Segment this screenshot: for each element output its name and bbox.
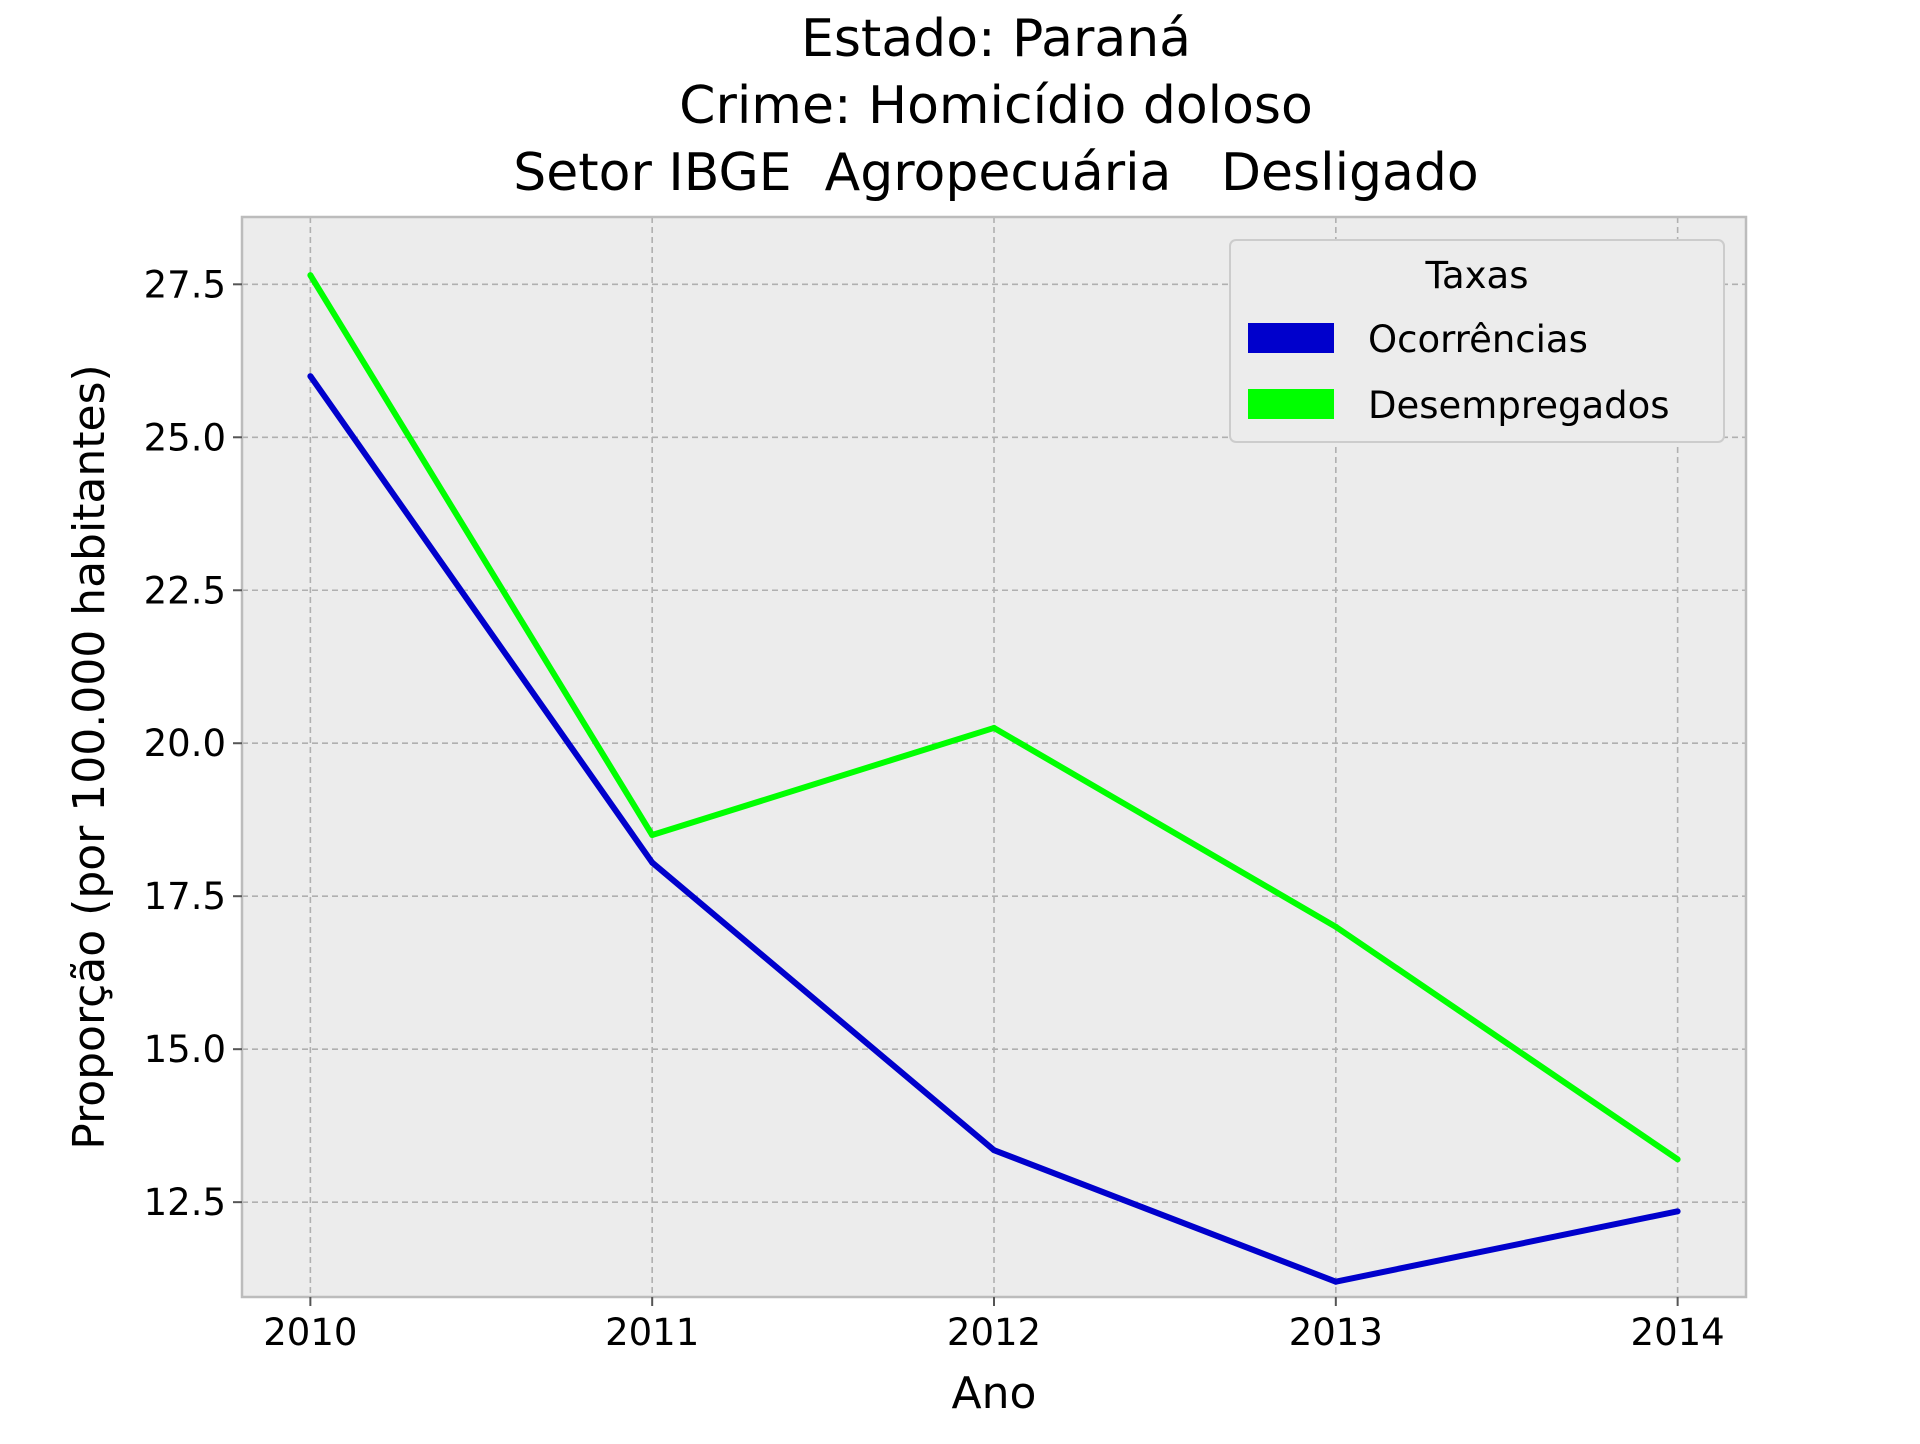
y-axis-label: Proporção (por 100.000 habitantes) [64, 364, 115, 1149]
x-tick-label: 2010 [263, 1311, 357, 1354]
x-tick-label: 2013 [1289, 1311, 1383, 1354]
legend-swatch-ocorrencias [1248, 323, 1334, 353]
x-tick-label: 2012 [947, 1311, 1041, 1354]
data-point-ocorrencias [1674, 1208, 1681, 1215]
x-tick-label: 2011 [605, 1311, 699, 1354]
legend-swatch-desempregados [1248, 389, 1334, 419]
series-lines [307, 272, 1681, 1285]
grid-lines [242, 217, 1746, 1297]
data-point-ocorrencias [991, 1147, 997, 1154]
y-tick-labels: 12.5 15.0 17.5 20.0 22.5 25.0 27.5 [144, 263, 242, 1224]
legend-title: Taxas [1425, 254, 1529, 297]
chart-title-line-1: Estado: Paraná [801, 9, 1191, 69]
legend-label-ocorrencias: Ocorrências [1368, 318, 1588, 361]
data-point-ocorrencias [649, 859, 656, 866]
data-point-desempregados [1332, 923, 1339, 930]
y-tick-label: 20.0 [144, 722, 226, 765]
legend-box [1229, 239, 1725, 443]
x-axis-label: Ano [952, 1368, 1037, 1419]
y-tick-label: 15.0 [144, 1028, 226, 1071]
chart-title-line-2: Crime: Homicídio doloso [679, 76, 1313, 136]
data-point-desempregados [649, 832, 656, 839]
data-point-desempregados [991, 724, 997, 731]
chart-title-line-3: Setor IBGE Agropecuária Desligado [513, 143, 1478, 203]
data-point-ocorrencias [1332, 1278, 1339, 1285]
x-tick-labels: 2010 2011 2012 2013 2014 [263, 1297, 1725, 1354]
y-tick-label: 27.5 [144, 263, 226, 306]
x-tick-label: 2014 [1631, 1311, 1725, 1354]
legend: Taxas Ocorrências Desempregados [1229, 239, 1725, 443]
data-point-desempregados [1674, 1156, 1681, 1163]
data-point-ocorrencias [307, 373, 314, 380]
y-tick-label: 12.5 [144, 1181, 226, 1224]
y-tick-label: 25.0 [144, 416, 226, 459]
y-tick-label: 22.5 [144, 569, 226, 612]
y-tick-label: 17.5 [144, 875, 226, 918]
legend-label-desempregados: Desempregados [1368, 384, 1670, 427]
data-point-desempregados [307, 272, 314, 279]
